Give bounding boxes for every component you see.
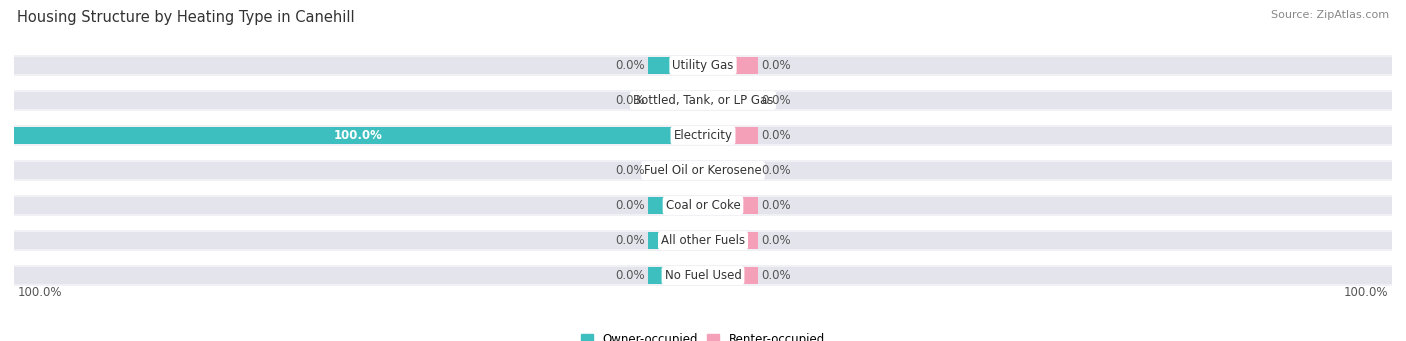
Text: No Fuel Used: No Fuel Used	[665, 269, 741, 282]
Bar	[14, 91, 703, 109]
Bar	[14, 160, 1392, 181]
Bar	[703, 232, 1392, 250]
Bar	[14, 195, 1392, 217]
Text: Electricity: Electricity	[673, 129, 733, 142]
Bar	[703, 91, 1392, 109]
Bar	[648, 232, 703, 250]
Bar	[648, 91, 703, 109]
Bar	[14, 57, 703, 74]
Text: 100.0%: 100.0%	[1344, 286, 1389, 299]
Text: Housing Structure by Heating Type in Canehill: Housing Structure by Heating Type in Can…	[17, 10, 354, 25]
Text: 0.0%: 0.0%	[614, 94, 644, 107]
Bar	[14, 230, 1392, 251]
Text: Fuel Oil or Kerosene: Fuel Oil or Kerosene	[644, 164, 762, 177]
Bar	[703, 127, 758, 144]
Bar	[14, 162, 703, 179]
Text: 0.0%: 0.0%	[762, 234, 792, 247]
Text: 0.0%: 0.0%	[614, 164, 644, 177]
Bar	[14, 55, 1392, 76]
Bar	[648, 267, 703, 284]
Bar	[703, 197, 758, 214]
Text: 0.0%: 0.0%	[762, 269, 792, 282]
Bar	[703, 267, 758, 284]
Bar	[703, 57, 758, 74]
Text: 0.0%: 0.0%	[762, 164, 792, 177]
Text: All other Fuels: All other Fuels	[661, 234, 745, 247]
Bar	[703, 127, 1392, 144]
Text: 0.0%: 0.0%	[762, 199, 792, 212]
Bar	[703, 267, 1392, 284]
Bar	[703, 57, 1392, 74]
Text: 0.0%: 0.0%	[762, 59, 792, 72]
Text: 100.0%: 100.0%	[17, 286, 62, 299]
Bar	[14, 232, 703, 250]
Text: 0.0%: 0.0%	[614, 234, 644, 247]
Bar	[703, 162, 1392, 179]
Text: Coal or Coke: Coal or Coke	[665, 199, 741, 212]
Legend: Owner-occupied, Renter-occupied: Owner-occupied, Renter-occupied	[576, 329, 830, 341]
Bar	[648, 162, 703, 179]
Text: 0.0%: 0.0%	[614, 199, 644, 212]
Bar	[14, 127, 703, 144]
Bar	[14, 127, 703, 144]
Text: 0.0%: 0.0%	[762, 129, 792, 142]
Bar	[648, 197, 703, 214]
Bar	[14, 124, 1392, 146]
Bar	[14, 197, 703, 214]
Bar	[14, 267, 703, 284]
Bar	[703, 162, 758, 179]
Text: 0.0%: 0.0%	[762, 94, 792, 107]
Bar	[14, 90, 1392, 111]
Bar	[14, 265, 1392, 286]
Bar	[648, 57, 703, 74]
Text: 0.0%: 0.0%	[614, 269, 644, 282]
Text: Source: ZipAtlas.com: Source: ZipAtlas.com	[1271, 10, 1389, 20]
Bar	[703, 232, 758, 250]
Text: 100.0%: 100.0%	[335, 129, 382, 142]
Text: Utility Gas: Utility Gas	[672, 59, 734, 72]
Bar	[703, 91, 758, 109]
Bar	[703, 197, 1392, 214]
Text: 0.0%: 0.0%	[614, 59, 644, 72]
Text: Bottled, Tank, or LP Gas: Bottled, Tank, or LP Gas	[633, 94, 773, 107]
